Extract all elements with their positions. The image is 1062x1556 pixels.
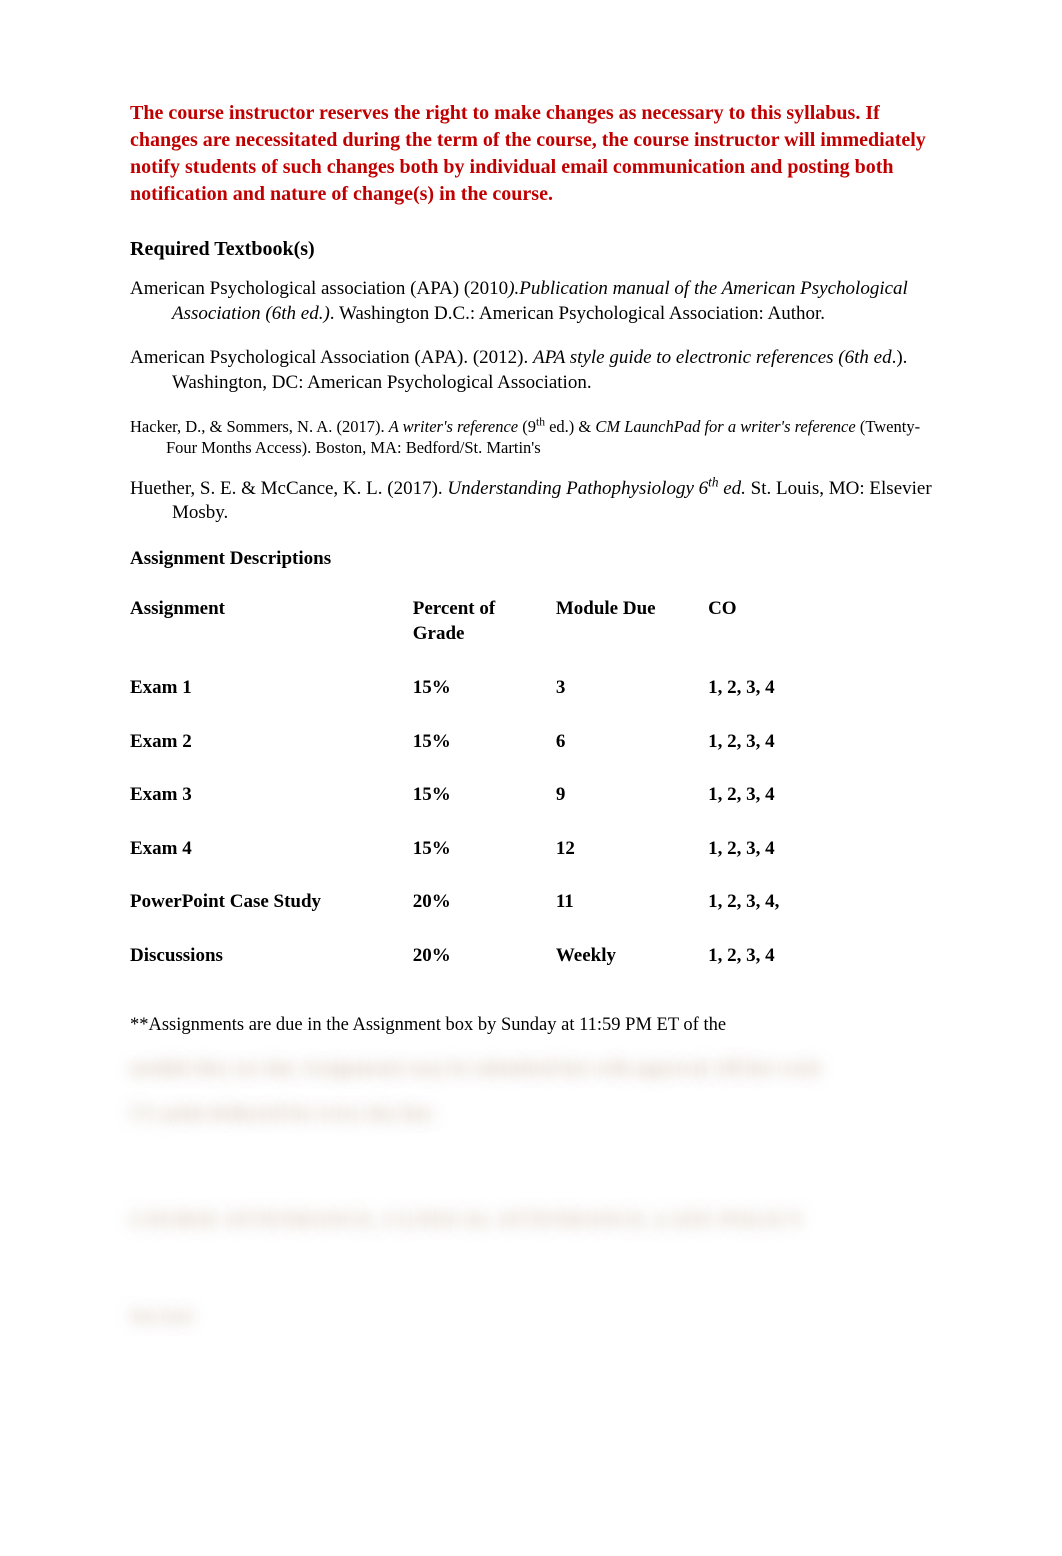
col-header-due: Module Due bbox=[556, 582, 708, 661]
cell-assignment: Exam 1 bbox=[130, 661, 413, 715]
cell-co: 1, 2, 3, 4 bbox=[708, 822, 830, 876]
cell-percent: 15% bbox=[413, 715, 556, 769]
ref-italic: A writer's reference bbox=[389, 417, 523, 436]
ref-text: Huether, S. E. & McCance, K. L. (2017). bbox=[130, 478, 447, 499]
ref-text: American Psychological Association (APA)… bbox=[130, 347, 533, 368]
ref-text: . Washington D.C.: American Psychologica… bbox=[330, 303, 825, 324]
reference-hacker-2017: Hacker, D., & Sommers, N. A. (2017). A w… bbox=[130, 416, 932, 459]
required-textbooks-heading: Required Textbook(s) bbox=[130, 236, 932, 263]
reference-huether-2017: Huether, S. E. & McCance, K. L. (2017). … bbox=[130, 477, 932, 526]
cell-due: 11 bbox=[556, 875, 708, 929]
footnote-visible-text: **Assignments are due in the Assignment … bbox=[130, 1015, 726, 1035]
cell-due: Weekly bbox=[556, 929, 708, 983]
ref-italic: CM LaunchPad for a writer's reference bbox=[595, 417, 859, 436]
ref-italic: APA style guide to electronic references… bbox=[533, 347, 892, 368]
table-row: Discussions 20% Weekly 1, 2, 3, 4 bbox=[130, 929, 830, 983]
ref-text: American Psychological association (APA)… bbox=[130, 278, 508, 299]
assignment-footnote: **Assignments are due in the Assignment … bbox=[130, 1013, 932, 1038]
cell-assignment: Exam 4 bbox=[130, 822, 413, 876]
cell-co: 1, 2, 3, 4 bbox=[708, 929, 830, 983]
cell-percent: 15% bbox=[413, 768, 556, 822]
ref-italic: Understanding Pathophysiology 6th ed. bbox=[447, 478, 745, 499]
cell-due: 12 bbox=[556, 822, 708, 876]
cell-percent: 15% bbox=[413, 661, 556, 715]
table-row: PowerPoint Case Study 20% 11 1, 2, 3, 4, bbox=[130, 875, 830, 929]
cell-percent: 20% bbox=[413, 929, 556, 983]
blurred-text-line: See text bbox=[130, 1304, 932, 1330]
cell-co: 1, 2, 3, 4 bbox=[708, 768, 830, 822]
col-header-co: CO bbox=[708, 582, 830, 661]
cell-due: 6 bbox=[556, 715, 708, 769]
cell-percent: 15% bbox=[413, 822, 556, 876]
cell-percent: 20% bbox=[413, 875, 556, 929]
cell-assignment: Exam 2 bbox=[130, 715, 413, 769]
col-header-percent: Percent of Grade bbox=[413, 582, 556, 661]
table-row: Exam 3 15% 9 1, 2, 3, 4 bbox=[130, 768, 830, 822]
cell-co: 1, 2, 3, 4, bbox=[708, 875, 830, 929]
cell-co: 1, 2, 3, 4 bbox=[708, 661, 830, 715]
cell-assignment: PowerPoint Case Study bbox=[130, 875, 413, 929]
reference-apa-2010: American Psychological association (APA)… bbox=[130, 277, 932, 326]
assignment-table: Assignment Percent of Grade Module Due C… bbox=[130, 582, 830, 983]
ref-superscript: th bbox=[708, 474, 718, 489]
syllabus-change-notice: The course instructor reserves the right… bbox=[130, 100, 932, 208]
ref-text: (9 bbox=[522, 417, 536, 436]
table-row: Exam 1 15% 3 1, 2, 3, 4 bbox=[130, 661, 830, 715]
table-header-row: Assignment Percent of Grade Module Due C… bbox=[130, 582, 830, 661]
blurred-text-line: 5% point deducted for every day late. bbox=[130, 1101, 932, 1127]
col-header-assignment: Assignment bbox=[130, 582, 413, 661]
table-row: Exam 2 15% 6 1, 2, 3, 4 bbox=[130, 715, 830, 769]
ref-superscript: th bbox=[536, 416, 545, 428]
ref-text: Hacker, D., & Sommers, N. A. (2017). bbox=[130, 417, 389, 436]
blurred-text-line: module they are due. Assignments may be … bbox=[130, 1056, 932, 1082]
cell-assignment: Discussions bbox=[130, 929, 413, 983]
ref-italic-text: Understanding Pathophysiology 6 bbox=[447, 478, 708, 499]
cell-due: 9 bbox=[556, 768, 708, 822]
reference-apa-2012: American Psychological Association (APA)… bbox=[130, 346, 932, 395]
cell-co: 1, 2, 3, 4 bbox=[708, 715, 830, 769]
table-row: Exam 4 15% 12 1, 2, 3, 4 bbox=[130, 822, 830, 876]
assignment-descriptions-heading: Assignment Descriptions bbox=[130, 546, 932, 572]
ref-text: ed.) & bbox=[545, 417, 595, 436]
blurred-heading: COURSE ATTENDANCE, CLINICAL ATTENDANCE, … bbox=[130, 1207, 932, 1234]
cell-due: 3 bbox=[556, 661, 708, 715]
ref-italic-text: ed. bbox=[718, 478, 745, 499]
cell-assignment: Exam 3 bbox=[130, 768, 413, 822]
